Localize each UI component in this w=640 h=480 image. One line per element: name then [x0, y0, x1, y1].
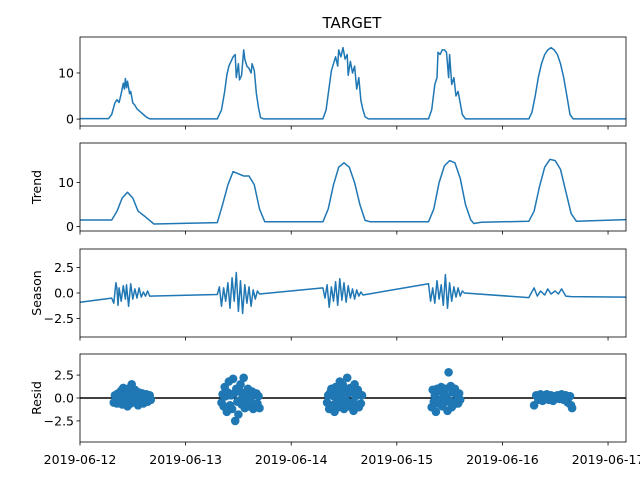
y-tick-label: 0.0 — [54, 286, 74, 301]
resid-point — [255, 404, 264, 413]
resid-point — [254, 392, 263, 401]
y-axis-label: Resid — [29, 381, 44, 415]
resid-point — [147, 396, 156, 405]
resid-point — [239, 374, 248, 383]
y-tick-label: −2.5 — [44, 311, 74, 326]
chart-title: TARGET — [322, 14, 383, 32]
x-axis-ticks: 2019-06-12 2019-06-13 2019-06-14 2019-06-15… — [44, 452, 640, 467]
resid-point — [566, 392, 575, 401]
trend-series-line — [80, 159, 626, 224]
panels: 010010Trend−2.50.02.5Season−2.50.02.5Res… — [29, 37, 626, 446]
season-series-line — [80, 273, 626, 314]
panel-resid: −2.5 0.0 2.5 Resid — [29, 354, 626, 446]
y-tick-label: 2.5 — [54, 368, 74, 383]
resid-point — [357, 399, 366, 408]
y-axis-label: Season — [29, 270, 44, 315]
y-tick-label: 10 — [58, 175, 74, 190]
x-tick-label: 2019-06-15 — [360, 452, 433, 467]
y-tick-label: 10 — [58, 65, 74, 80]
panel-trend: 0 10 Trend — [29, 143, 626, 235]
y-tick-label: 0 — [66, 219, 74, 234]
observed-series-line — [80, 48, 626, 119]
x-tick-label: 2019-06-16 — [466, 452, 539, 467]
resid-point — [568, 404, 577, 413]
x-tick-label: 2019-06-12 — [44, 452, 117, 467]
resid-point — [444, 368, 453, 377]
y-tick-label: 2.5 — [54, 260, 74, 275]
x-tick-label: 2019-06-13 — [149, 452, 222, 467]
panel-frame — [80, 143, 626, 231]
panel-frame — [80, 37, 626, 126]
resid-point — [456, 396, 465, 405]
resid-point — [234, 410, 243, 419]
resid-point — [343, 374, 352, 383]
y-axis-label: Trend — [29, 170, 44, 205]
y-tick-label: −2.5 — [44, 413, 74, 428]
panel-observed: 0 10 — [58, 37, 626, 130]
x-tick-label: 2019-06-14 — [255, 452, 328, 467]
y-tick-label: 0.0 — [54, 391, 74, 406]
x-tick-label: 2019-06-17 — [572, 452, 640, 467]
resid-point — [358, 391, 367, 400]
panel-season: −2.5 0.0 2.5 Season — [29, 249, 626, 341]
resid-point — [229, 375, 238, 384]
y-tick-label: 0 — [66, 112, 74, 127]
